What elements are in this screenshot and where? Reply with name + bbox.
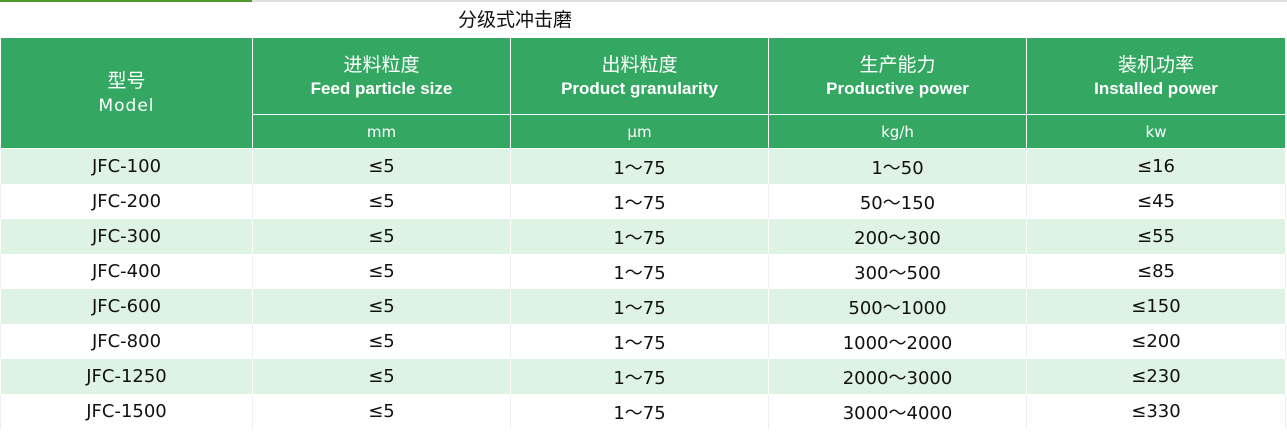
header-cn: 装机功率 <box>1117 54 1194 76</box>
unit-product: μm <box>510 114 769 149</box>
table-row: JFC-600 ≤5 1～75 500～1000 ≤150 <box>0 289 1286 324</box>
cell-power: ≤55 <box>1026 219 1286 254</box>
cell-model: JFC-1250 <box>0 359 253 394</box>
cell-product-size: 1～75 <box>510 324 769 359</box>
cell-power: ≤16 <box>1026 148 1286 184</box>
cell-power: ≤85 <box>1026 254 1286 289</box>
cell-feed-size: ≤5 <box>252 394 511 429</box>
table-row: JFC-400 ≤5 1～75 300～500 ≤85 <box>0 254 1286 289</box>
cell-capacity: 3000～4000 <box>768 394 1027 429</box>
header-en: Feed particle size <box>310 79 453 98</box>
cell-model: JFC-800 <box>0 324 253 359</box>
cell-model: JFC-200 <box>0 184 253 219</box>
cell-product-size: 1～75 <box>510 254 769 289</box>
cell-capacity: 200～300 <box>768 219 1027 254</box>
header-cn: 生产能力 <box>859 54 936 76</box>
header-en: Model <box>98 96 155 116</box>
cell-product-size: 1～75 <box>510 394 769 429</box>
table-row: JFC-300 ≤5 1～75 200～300 ≤55 <box>0 219 1286 254</box>
cell-product-size: 1～75 <box>510 184 769 219</box>
cell-capacity: 50～150 <box>768 184 1027 219</box>
table-row: JFC-1250 ≤5 1～75 2000～3000 ≤230 <box>0 359 1286 394</box>
top-accent-line <box>0 0 252 2</box>
header-cn: 出料粒度 <box>601 54 678 76</box>
cell-power: ≤330 <box>1026 394 1286 429</box>
header-model: 型号 Model <box>0 37 253 149</box>
cell-feed-size: ≤5 <box>252 184 511 219</box>
cell-model: JFC-600 <box>0 289 253 324</box>
table-row: JFC-200 ≤5 1～75 50～150 ≤45 <box>0 184 1286 219</box>
table-row: JFC-1500 ≤5 1～75 3000～4000 ≤330 <box>0 394 1286 429</box>
unit-capacity: kg/h <box>768 114 1027 149</box>
cell-product-size: 1～75 <box>510 359 769 394</box>
unit-power: kw <box>1026 114 1286 149</box>
cell-feed-size: ≤5 <box>252 324 511 359</box>
cell-capacity: 500～1000 <box>768 289 1027 324</box>
cell-capacity: 1～50 <box>768 148 1027 184</box>
cell-power: ≤45 <box>1026 184 1286 219</box>
cell-power: ≤200 <box>1026 324 1286 359</box>
cell-model: JFC-300 <box>0 219 253 254</box>
cell-feed-size: ≤5 <box>252 219 511 254</box>
cell-capacity: 300～500 <box>768 254 1027 289</box>
header-en: Installed power <box>1094 79 1218 98</box>
header-en: Product granularity <box>561 79 718 98</box>
spec-table: 型号 Model 进料粒度 Feed particle size 出料粒度 Prod… <box>0 37 1286 429</box>
cell-feed-size: ≤5 <box>252 289 511 324</box>
table-title: 分级式冲击磨 <box>457 9 572 31</box>
cell-product-size: 1～75 <box>510 148 769 184</box>
top-gridline <box>252 0 1287 2</box>
cell-feed-size: ≤5 <box>252 148 511 184</box>
cell-product-size: 1～75 <box>510 289 769 324</box>
cell-power: ≤230 <box>1026 359 1286 394</box>
cell-feed-size: ≤5 <box>252 359 511 394</box>
header-product: 出料粒度 Product granularity <box>510 37 769 115</box>
table-row: JFC-800 ≤5 1～75 1000～2000 ≤200 <box>0 324 1286 359</box>
cell-model: JFC-1500 <box>0 394 253 429</box>
table-row: JFC-100 ≤5 1～75 1～50 ≤16 <box>0 148 1286 184</box>
cell-feed-size: ≤5 <box>252 254 511 289</box>
header-capacity: 生产能力 Productive power <box>768 37 1027 115</box>
header-en: Productive power <box>826 79 969 98</box>
header-power: 装机功率 Installed power <box>1026 37 1286 115</box>
header-cn: 型号 <box>107 70 146 92</box>
cell-capacity: 1000～2000 <box>768 324 1027 359</box>
cell-model: JFC-100 <box>0 148 253 184</box>
unit-feed: mm <box>252 114 511 149</box>
header-feed: 进料粒度 Feed particle size <box>252 37 511 115</box>
cell-power: ≤150 <box>1026 289 1286 324</box>
cell-capacity: 2000～3000 <box>768 359 1027 394</box>
cell-model: JFC-400 <box>0 254 253 289</box>
header-cn: 进料粒度 <box>343 54 420 76</box>
cell-product-size: 1～75 <box>510 219 769 254</box>
